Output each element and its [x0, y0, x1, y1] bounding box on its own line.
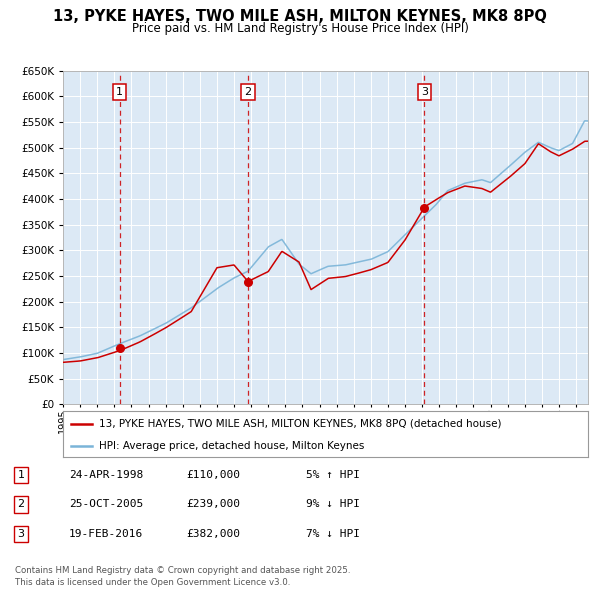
Text: £110,000: £110,000: [186, 470, 240, 480]
Text: 2: 2: [244, 87, 251, 97]
Text: 1: 1: [116, 87, 123, 97]
Text: 3: 3: [17, 529, 25, 539]
Text: 3: 3: [421, 87, 428, 97]
Text: 25-OCT-2005: 25-OCT-2005: [69, 500, 143, 509]
Text: 5% ↑ HPI: 5% ↑ HPI: [306, 470, 360, 480]
Text: Price paid vs. HM Land Registry's House Price Index (HPI): Price paid vs. HM Land Registry's House …: [131, 22, 469, 35]
Text: 13, PYKE HAYES, TWO MILE ASH, MILTON KEYNES, MK8 8PQ (detached house): 13, PYKE HAYES, TWO MILE ASH, MILTON KEY…: [98, 419, 501, 429]
Text: 9% ↓ HPI: 9% ↓ HPI: [306, 500, 360, 509]
Text: 13, PYKE HAYES, TWO MILE ASH, MILTON KEYNES, MK8 8PQ: 13, PYKE HAYES, TWO MILE ASH, MILTON KEY…: [53, 9, 547, 24]
Text: 2: 2: [17, 500, 25, 509]
Text: 19-FEB-2016: 19-FEB-2016: [69, 529, 143, 539]
Text: 1: 1: [17, 470, 25, 480]
Text: £382,000: £382,000: [186, 529, 240, 539]
Text: 7% ↓ HPI: 7% ↓ HPI: [306, 529, 360, 539]
Text: £239,000: £239,000: [186, 500, 240, 509]
Text: HPI: Average price, detached house, Milton Keynes: HPI: Average price, detached house, Milt…: [98, 441, 364, 451]
Text: Contains HM Land Registry data © Crown copyright and database right 2025.
This d: Contains HM Land Registry data © Crown c…: [15, 566, 350, 587]
Text: 24-APR-1998: 24-APR-1998: [69, 470, 143, 480]
